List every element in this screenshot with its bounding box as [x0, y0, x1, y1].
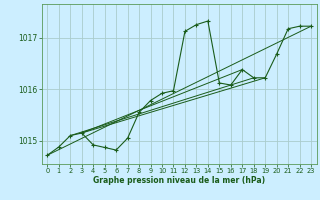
X-axis label: Graphe pression niveau de la mer (hPa): Graphe pression niveau de la mer (hPa)	[93, 176, 265, 185]
